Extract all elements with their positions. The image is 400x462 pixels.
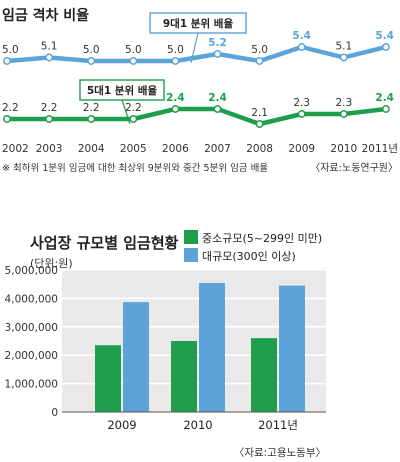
series0-data-label-8: 5.1 bbox=[335, 41, 352, 53]
x-tick-label-1: 2010 bbox=[183, 418, 212, 432]
series0-point-8 bbox=[339, 53, 348, 62]
chart1-title: 임금 격차 비율 bbox=[2, 7, 89, 24]
series1-point-5 bbox=[213, 105, 222, 113]
callout-box-1 bbox=[79, 79, 165, 101]
series1-point-3 bbox=[129, 115, 138, 123]
x-tick-label-3: 2005 bbox=[120, 143, 147, 155]
legend-swatch-0 bbox=[184, 230, 198, 244]
series1-point-4 bbox=[171, 105, 180, 113]
y-tick-label-5: 5,000,000 bbox=[5, 265, 58, 277]
chart1-source: 〈자료:노동연구원〉 bbox=[310, 162, 398, 174]
chart2-source: 〈자료:고용노동부〉 bbox=[234, 447, 326, 459]
callout-label-0: 9대1 분위 배율 bbox=[163, 17, 234, 30]
series1-point-0 bbox=[3, 115, 11, 123]
y-tick-label-3: 3,000,000 bbox=[5, 322, 58, 334]
series1-point-9 bbox=[381, 105, 390, 113]
x-tick-label-4: 2006 bbox=[162, 143, 189, 155]
legend-swatch-1 bbox=[184, 248, 198, 262]
bar-1-0 bbox=[171, 341, 197, 412]
y-tick-label-1: 1,000,000 bbox=[5, 379, 58, 391]
series1-data-label-1: 2.2 bbox=[41, 102, 58, 114]
callout-pointer-1 bbox=[121, 99, 131, 125]
series1-point-6 bbox=[255, 120, 264, 128]
chart2-unit: (단위:원) bbox=[30, 257, 73, 270]
chart2-title: 사업장 규모별 임금현황 bbox=[30, 234, 179, 252]
series1-data-label-4: 2.4 bbox=[166, 92, 185, 104]
series0-data-label-9: 5.4 bbox=[375, 30, 394, 42]
x-tick-label-1: 2003 bbox=[36, 143, 63, 155]
callout-label-1: 5대1 분위 배율 bbox=[87, 84, 158, 97]
series0-data-label-2: 5.0 bbox=[83, 44, 100, 56]
series1-data-label-3: 2.2 bbox=[125, 102, 142, 114]
y-tick-label-0: 0 bbox=[51, 407, 58, 419]
series1-data-label-8: 2.3 bbox=[335, 97, 352, 109]
series0-data-label-4: 5.0 bbox=[167, 44, 184, 56]
series1-data-label-2: 2.2 bbox=[83, 102, 100, 114]
bar-0-0 bbox=[95, 345, 121, 412]
series0-point-5 bbox=[213, 50, 222, 58]
x-tick-label-0: 2009 bbox=[107, 418, 136, 432]
x-tick-label-9: 2011년 bbox=[362, 143, 398, 155]
chart1-footnote: ※ 최하위 1분위 임금에 대한 최상위 9분위와 중간 5분위 임금 배율 bbox=[2, 162, 268, 174]
series0-data-label-5: 5.2 bbox=[208, 37, 227, 49]
series1-data-label-6: 2.1 bbox=[251, 107, 268, 119]
y-tick-label-2: 2,000,000 bbox=[5, 350, 58, 362]
series0-point-0 bbox=[3, 57, 11, 65]
series1-data-label-5: 2.4 bbox=[208, 92, 227, 104]
bar-2-1 bbox=[279, 285, 305, 412]
series0-point-4 bbox=[171, 57, 180, 65]
series1-point-2 bbox=[87, 115, 96, 123]
x-tick-label-6: 2008 bbox=[246, 143, 273, 155]
x-tick-label-0: 2002 bbox=[2, 143, 29, 155]
x-tick-label-8: 2010 bbox=[330, 143, 357, 155]
series0-data-label-0: 5.0 bbox=[2, 44, 19, 56]
bar-2-0 bbox=[251, 338, 277, 412]
series0-data-label-1: 5.1 bbox=[41, 41, 58, 53]
x-tick-label-2: 2011년 bbox=[258, 418, 298, 432]
bar-1-1 bbox=[199, 283, 225, 412]
series0-data-label-3: 5.0 bbox=[125, 44, 142, 56]
series0-point-2 bbox=[87, 57, 96, 65]
series-line-1 bbox=[4, 106, 389, 127]
series0-point-9 bbox=[381, 43, 390, 51]
y-tick-label-4: 4,000,000 bbox=[5, 293, 58, 305]
series1-data-label-7: 2.3 bbox=[293, 97, 310, 109]
wage-gap-line-chart: 임금 격차 비율 ※ 최하위 1분위 임금에 대한 최상위 9분위와 중간 5분… bbox=[2, 7, 398, 174]
series0-data-label-7: 5.4 bbox=[292, 30, 311, 42]
series0-data-label-6: 5.0 bbox=[251, 44, 268, 56]
series1-point-1 bbox=[45, 115, 54, 123]
wage-by-size-bar-chart: 사업장 규모별 임금현황 (단위:원) 〈자료:고용노동부〉 0 1,000,00… bbox=[5, 230, 326, 459]
bar-0-1 bbox=[123, 302, 149, 412]
series1-point-8 bbox=[339, 110, 348, 118]
callout-box-0 bbox=[149, 12, 247, 34]
legend-label-1: 대규모(300인 이상) bbox=[202, 250, 296, 263]
x-tick-label-2: 2004 bbox=[78, 143, 105, 155]
series1-data-label-0: 2.2 bbox=[2, 102, 19, 114]
series-line-0 bbox=[4, 44, 389, 64]
series0-point-7 bbox=[297, 43, 306, 51]
x-tick-label-7: 2009 bbox=[288, 143, 315, 155]
series1-data-label-9: 2.4 bbox=[375, 92, 394, 104]
legend-label-0: 중소규모(5~299인 미만) bbox=[202, 232, 322, 245]
series0-point-3 bbox=[129, 57, 138, 65]
series1-point-7 bbox=[297, 110, 306, 118]
series0-point-1 bbox=[45, 53, 54, 62]
callout-pointer-0 bbox=[190, 32, 199, 64]
series0-point-6 bbox=[255, 57, 264, 65]
x-tick-label-5: 2007 bbox=[204, 143, 231, 155]
